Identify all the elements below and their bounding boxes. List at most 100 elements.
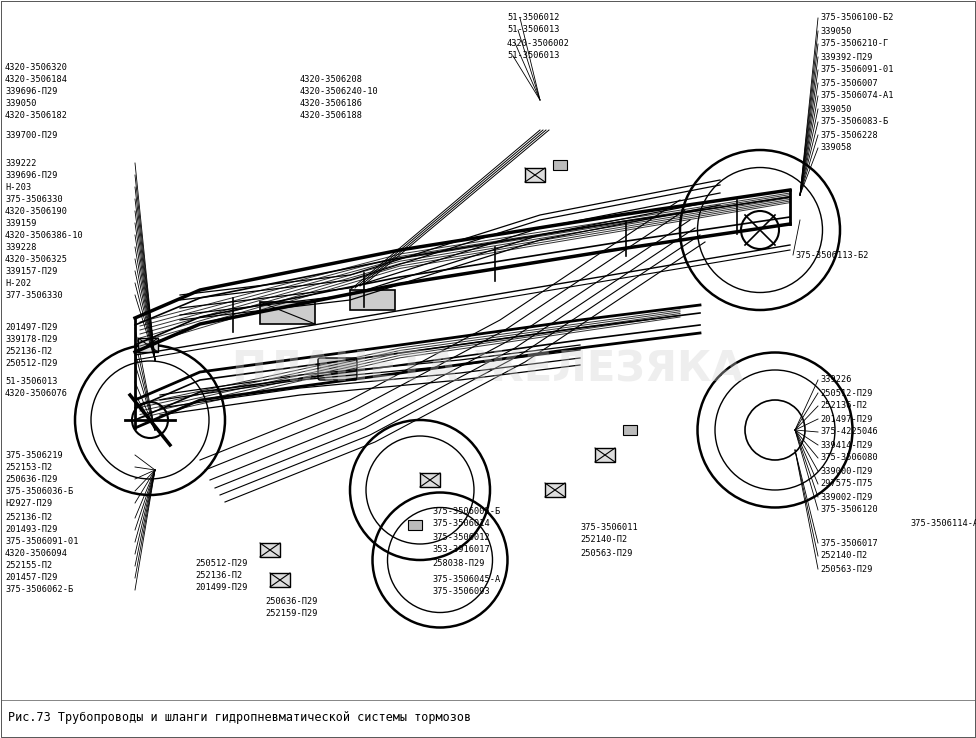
Text: 339696-П29: 339696-П29 bbox=[5, 88, 58, 97]
Text: Рис.73 Трубопроводы и шланги гидропневматической системы тормозов: Рис.73 Трубопроводы и шланги гидропневма… bbox=[8, 711, 471, 725]
Text: 4320-3506182: 4320-3506182 bbox=[5, 111, 68, 120]
Text: 375-3506005-Б: 375-3506005-Б bbox=[432, 506, 501, 516]
Bar bbox=[553, 160, 567, 170]
Text: 201497-П29: 201497-П29 bbox=[5, 323, 58, 333]
Text: 201497-П29: 201497-П29 bbox=[820, 415, 873, 424]
Text: 250563-П29: 250563-П29 bbox=[820, 565, 873, 573]
Text: 375-3506228: 375-3506228 bbox=[820, 131, 877, 139]
Text: 339222: 339222 bbox=[5, 159, 36, 168]
Text: 339050: 339050 bbox=[5, 100, 36, 108]
Text: 339228: 339228 bbox=[5, 243, 36, 252]
Bar bbox=[408, 520, 422, 530]
Text: 375-3506219: 375-3506219 bbox=[5, 450, 62, 460]
Text: 339700-П29: 339700-П29 bbox=[5, 131, 58, 140]
Text: 375-3506045-А: 375-3506045-А bbox=[432, 574, 501, 584]
Text: 375-3506036-Б: 375-3506036-Б bbox=[5, 486, 73, 495]
Bar bbox=[595, 448, 615, 462]
Text: 250636-П29: 250636-П29 bbox=[265, 596, 317, 605]
Text: 375-3506100-Б2: 375-3506100-Б2 bbox=[820, 13, 893, 22]
Text: 4320-3506325: 4320-3506325 bbox=[5, 255, 68, 263]
Text: 51-3506013: 51-3506013 bbox=[5, 378, 58, 387]
Text: 252136-П2: 252136-П2 bbox=[5, 348, 53, 356]
Text: 4320-3506188: 4320-3506188 bbox=[300, 111, 363, 120]
Text: 4320-3506190: 4320-3506190 bbox=[5, 207, 68, 215]
Bar bbox=[260, 543, 280, 557]
Bar bbox=[270, 573, 290, 587]
Text: 252136-П2: 252136-П2 bbox=[820, 401, 868, 410]
Text: 4320-3506094: 4320-3506094 bbox=[5, 550, 68, 559]
Text: 375-3506091-01: 375-3506091-01 bbox=[820, 66, 893, 75]
Text: 4320-3506002: 4320-3506002 bbox=[507, 38, 570, 47]
Text: 375-3506011: 375-3506011 bbox=[580, 523, 637, 531]
Bar bbox=[420, 473, 440, 487]
Text: 339414-П29: 339414-П29 bbox=[820, 441, 873, 449]
Text: 375-3506120: 375-3506120 bbox=[820, 506, 877, 514]
Text: 4320-3506184: 4320-3506184 bbox=[5, 75, 68, 84]
Text: 252155-П2: 252155-П2 bbox=[5, 562, 53, 570]
Text: 353-3916017: 353-3916017 bbox=[432, 545, 490, 554]
Text: 250636-П29: 250636-П29 bbox=[5, 475, 58, 483]
Bar bbox=[623, 425, 637, 435]
Text: 4320-3506240-10: 4320-3506240-10 bbox=[300, 88, 379, 97]
Text: 339000-П29: 339000-П29 bbox=[820, 466, 873, 475]
Bar bbox=[138, 338, 158, 352]
Text: 375-3506091-01: 375-3506091-01 bbox=[5, 537, 78, 547]
Text: 4320-3506320: 4320-3506320 bbox=[5, 63, 68, 72]
Text: 375-3506210-Г: 375-3506210-Г bbox=[820, 40, 888, 49]
Text: Н2927-П29: Н2927-П29 bbox=[5, 498, 53, 508]
Text: 250512-П29: 250512-П29 bbox=[5, 359, 58, 368]
Text: 339058: 339058 bbox=[820, 143, 851, 153]
Text: 375-3506012: 375-3506012 bbox=[432, 533, 490, 542]
Text: 339392-П29: 339392-П29 bbox=[820, 52, 873, 61]
Text: 339157-П29: 339157-П29 bbox=[5, 266, 58, 275]
Text: ПЛАНЕТА ЖЕЛЕЗЯКА: ПЛАНЕТА ЖЕЛЕЗЯКА bbox=[232, 349, 744, 391]
Text: 252159-П29: 252159-П29 bbox=[265, 609, 317, 618]
Text: 297575-П75: 297575-П75 bbox=[820, 480, 873, 489]
Text: Н-202: Н-202 bbox=[5, 278, 31, 288]
Text: 4320-3506386-10: 4320-3506386-10 bbox=[5, 230, 84, 240]
Text: 201493-П29: 201493-П29 bbox=[5, 525, 58, 534]
Text: 375-3506093: 375-3506093 bbox=[432, 587, 490, 596]
Text: 375-3506113-Б2: 375-3506113-Б2 bbox=[795, 250, 869, 260]
Text: 339002-П29: 339002-П29 bbox=[820, 492, 873, 502]
Text: 250512-П29: 250512-П29 bbox=[820, 388, 873, 398]
Bar bbox=[525, 168, 545, 182]
Bar bbox=[545, 483, 565, 497]
Text: 252140-П2: 252140-П2 bbox=[820, 551, 868, 560]
Text: 375-3506074-А1: 375-3506074-А1 bbox=[820, 92, 893, 100]
Text: 339178-П29: 339178-П29 bbox=[5, 336, 58, 345]
Text: 4320-3506208: 4320-3506208 bbox=[300, 75, 363, 84]
Text: 51-3506013: 51-3506013 bbox=[507, 26, 559, 35]
Text: 201499-П29: 201499-П29 bbox=[195, 582, 248, 591]
Text: 375-3506014: 375-3506014 bbox=[432, 520, 490, 528]
Text: 375-3506083-Б: 375-3506083-Б bbox=[820, 117, 888, 126]
Text: 375-3506017: 375-3506017 bbox=[820, 539, 877, 548]
Text: 250563-П29: 250563-П29 bbox=[580, 548, 632, 557]
Text: 252136-П2: 252136-П2 bbox=[5, 514, 53, 523]
Text: 252136-П2: 252136-П2 bbox=[195, 570, 242, 579]
Text: 339050: 339050 bbox=[820, 105, 851, 114]
Text: 250512-П29: 250512-П29 bbox=[195, 559, 248, 568]
Text: 258038-П29: 258038-П29 bbox=[432, 559, 484, 568]
Text: 201457-П29: 201457-П29 bbox=[5, 573, 58, 582]
Text: Н-203: Н-203 bbox=[5, 182, 31, 191]
Bar bbox=[260, 302, 315, 324]
Text: 51-3506013: 51-3506013 bbox=[507, 52, 559, 61]
Text: 4320-3506186: 4320-3506186 bbox=[300, 100, 363, 108]
Text: 375-3506114-А2: 375-3506114-А2 bbox=[910, 519, 976, 528]
Text: 375-4225046: 375-4225046 bbox=[820, 427, 877, 436]
Text: 51-3506012: 51-3506012 bbox=[507, 13, 559, 22]
Text: 339696-П29: 339696-П29 bbox=[5, 170, 58, 179]
Text: 375-3506007: 375-3506007 bbox=[820, 78, 877, 88]
Text: 4320-3506076: 4320-3506076 bbox=[5, 390, 68, 399]
FancyBboxPatch shape bbox=[318, 358, 357, 380]
Text: 252153-П2: 252153-П2 bbox=[5, 463, 53, 472]
Text: 375-3506080: 375-3506080 bbox=[820, 453, 877, 463]
Bar bbox=[350, 290, 395, 310]
Text: 375-3506330: 375-3506330 bbox=[5, 195, 62, 204]
Text: 377-3506330: 377-3506330 bbox=[5, 291, 62, 300]
Text: 375-3506062-Б: 375-3506062-Б bbox=[5, 585, 73, 595]
Text: 339050: 339050 bbox=[820, 27, 851, 35]
Text: 339159: 339159 bbox=[5, 218, 36, 227]
Text: 339226: 339226 bbox=[820, 376, 851, 384]
